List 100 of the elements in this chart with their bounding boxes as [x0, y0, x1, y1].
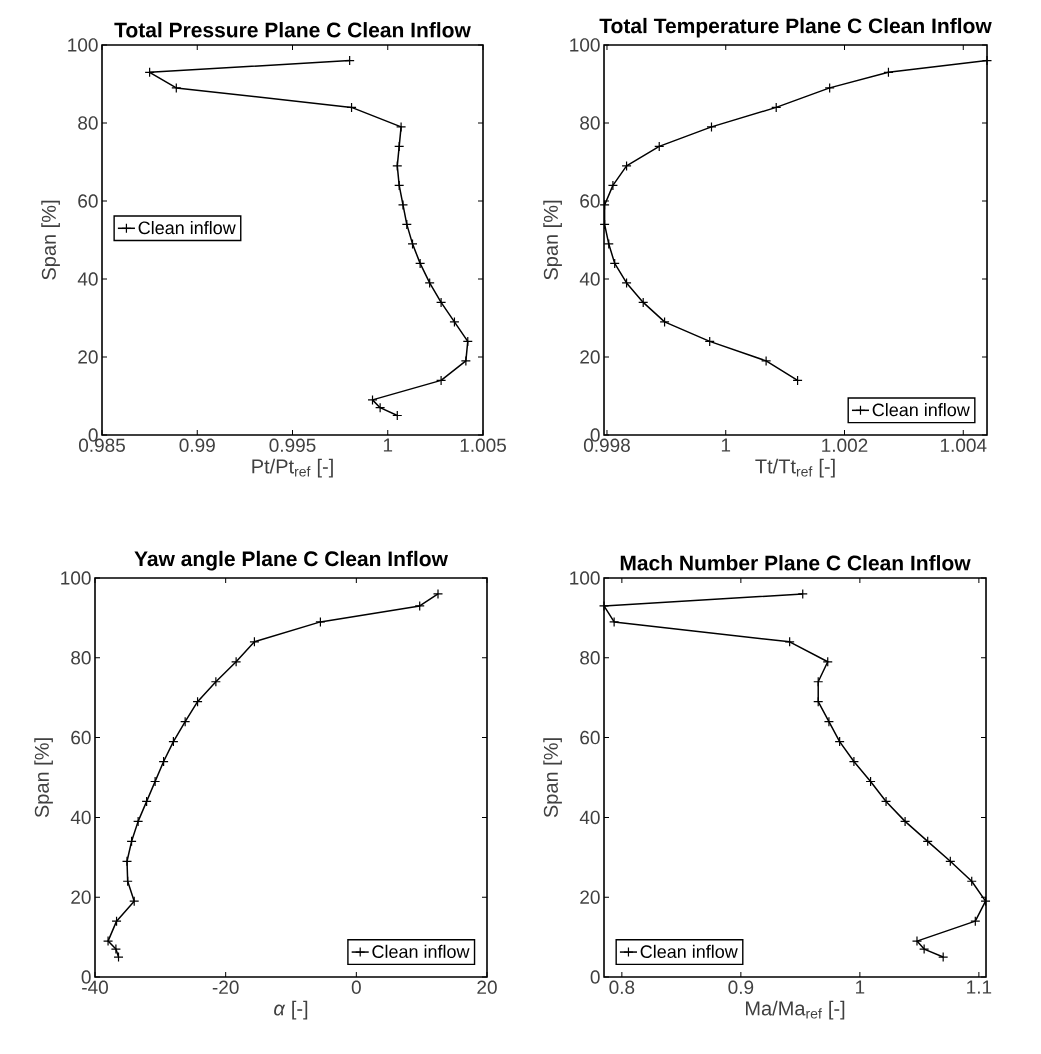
- point: [797, 588, 808, 600]
- point: [113, 951, 124, 963]
- point: [922, 836, 933, 847]
- point: [397, 199, 409, 210]
- x-tick-label: 0.995: [269, 438, 316, 452]
- y-axis-title: Span [%]: [41, 200, 60, 280]
- y-axis-title: Span [%]: [543, 738, 562, 818]
- y-tick-label: 100: [570, 571, 600, 585]
- x-tick-label: 1.002: [822, 438, 868, 452]
- point: [966, 876, 977, 887]
- y-tick-label: 40: [579, 272, 600, 286]
- point: [911, 935, 923, 947]
- point: [449, 316, 460, 327]
- y-tick-label: 20: [580, 350, 600, 364]
- point: [395, 121, 407, 132]
- point: [141, 796, 152, 807]
- point: [865, 776, 876, 787]
- x-tick-label: 1.005: [460, 438, 506, 452]
- chart-title: Total Pressure Plane C Clean Inflow: [114, 22, 471, 38]
- point: [315, 616, 326, 627]
- chart-title: Total Temperature Plane C Clean Inflow: [599, 17, 992, 38]
- point: [813, 696, 824, 707]
- x-axis-title: Ma/Ma$_{ref}$ [-]: [746, 1000, 845, 1020]
- y-tick-label: 80: [71, 651, 91, 665]
- point: [899, 816, 911, 827]
- x-axis-title: α [-]: [274, 1000, 308, 1020]
- y-tick-label: 80: [78, 116, 98, 130]
- y-tick-label: 100: [68, 38, 98, 52]
- point: [122, 876, 133, 887]
- point: [110, 943, 122, 955]
- y-tick-label: 20: [71, 890, 91, 904]
- point: [133, 816, 144, 827]
- point: [704, 336, 715, 347]
- x-tick-label: 1: [721, 438, 731, 452]
- point: [392, 160, 403, 171]
- point: [424, 277, 435, 288]
- y-tick-label: 0: [590, 970, 600, 984]
- point: [706, 121, 717, 132]
- point: [919, 943, 930, 955]
- y-tick-label: 60: [580, 194, 600, 208]
- x-tick-label: -20: [212, 980, 239, 994]
- point: [813, 676, 824, 687]
- point: [436, 375, 447, 386]
- point: [111, 916, 122, 927]
- point: [375, 402, 386, 413]
- point: [938, 951, 949, 963]
- x-tick-label: 1.1: [967, 980, 992, 994]
- x-axis-title: Pt/Pt$_{ref}$ [-]: [252, 458, 333, 478]
- point: [401, 219, 412, 230]
- chart-title: Yaw angle Plane C Clean Inflow: [134, 550, 448, 571]
- x-tick-label: 0.9: [728, 980, 754, 994]
- point: [436, 297, 447, 308]
- point: [880, 796, 892, 807]
- x-tick-label: 1.004: [940, 438, 987, 452]
- x-tick-label: 20: [477, 980, 497, 994]
- point: [609, 616, 620, 627]
- point: [603, 238, 614, 249]
- point: [394, 180, 405, 191]
- legend-label: Clean inflow: [640, 944, 738, 958]
- y-tick-label: 100: [570, 38, 600, 52]
- x-tick-label: 0: [351, 980, 361, 994]
- point: [654, 141, 665, 152]
- point: [792, 375, 803, 386]
- x-tick-label: 0.8: [609, 980, 635, 994]
- point: [599, 219, 610, 230]
- y-axis-title: Span [%]: [34, 738, 53, 818]
- y-tick-label: 20: [78, 350, 98, 364]
- y-axis-title: Span [%]: [543, 200, 562, 280]
- point: [834, 736, 845, 747]
- y-tick-label: 40: [77, 272, 98, 286]
- point: [210, 676, 221, 687]
- point: [129, 896, 140, 907]
- point: [346, 102, 357, 113]
- point: [822, 656, 833, 667]
- point: [231, 656, 242, 667]
- legend-label: Clean inflow: [138, 221, 236, 235]
- point: [414, 600, 425, 612]
- x-tick-label: 1: [383, 438, 393, 452]
- point: [823, 716, 835, 727]
- point: [970, 916, 981, 927]
- y-tick-label: 60: [78, 194, 98, 208]
- x-tick-label: 0.99: [179, 438, 215, 452]
- point: [598, 600, 610, 612]
- point: [180, 716, 191, 727]
- y-tick-label: 100: [61, 571, 91, 585]
- point: [607, 180, 619, 191]
- y-tick-label: 80: [580, 651, 600, 665]
- point: [771, 102, 782, 113]
- point: [121, 856, 133, 867]
- point: [659, 316, 670, 327]
- point: [599, 199, 610, 210]
- x-axis-title: Tt/Tt$_{ref}$ [-]: [755, 458, 835, 478]
- point: [980, 896, 991, 907]
- point: [192, 696, 203, 707]
- point: [150, 776, 161, 787]
- y-tick-label: 60: [71, 730, 91, 745]
- y-tick-label: 20: [580, 890, 600, 904]
- point: [367, 394, 378, 405]
- legend-label: Clean inflow: [372, 944, 470, 958]
- point: [621, 160, 632, 171]
